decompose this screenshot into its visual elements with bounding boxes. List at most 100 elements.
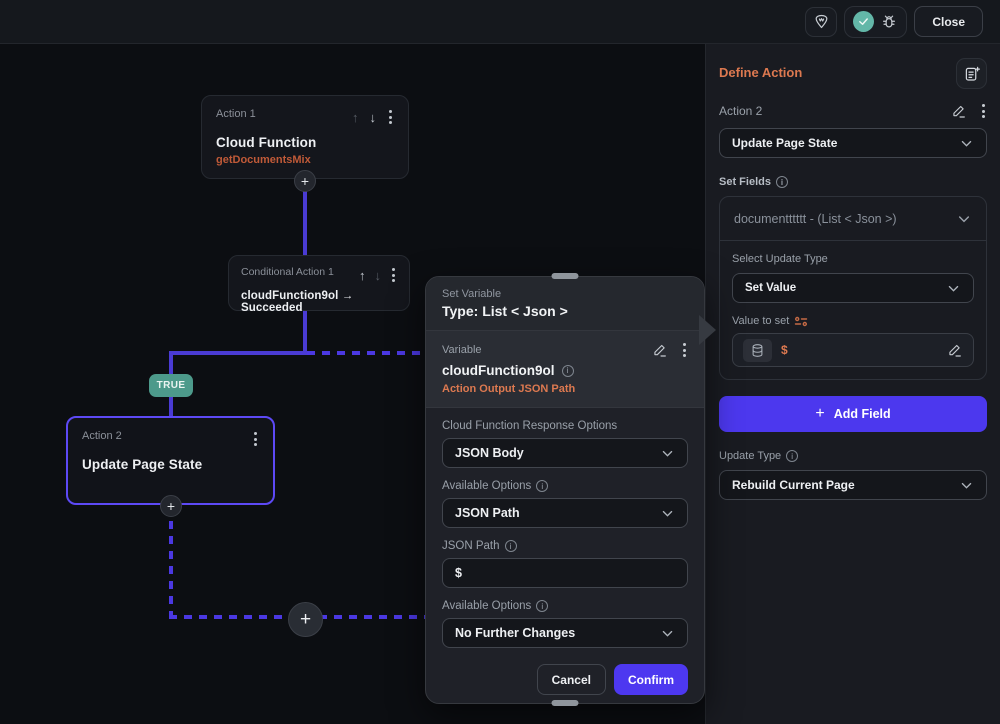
add-action-button[interactable]: + bbox=[160, 495, 182, 517]
select-update-type-label: Select Update Type bbox=[732, 253, 828, 265]
dropdown-value: Update Page State bbox=[732, 136, 838, 150]
variable-name: cloudFunction9ol bbox=[442, 363, 555, 378]
node-subtitle: getDocumentsMix bbox=[216, 154, 311, 166]
dropdown-value: JSON Path bbox=[455, 506, 520, 520]
field-select-dropdown[interactable]: documentttttt - (List < Json >) bbox=[720, 197, 986, 241]
connector-solid bbox=[303, 311, 307, 355]
info-icon[interactable] bbox=[775, 176, 788, 188]
node-label: Action 1 bbox=[216, 108, 256, 120]
page-update-dropdown[interactable]: Rebuild Current Page bbox=[719, 470, 987, 500]
node-action-1[interactable]: Action 1 ↑ ↓ Cloud Function getDocuments… bbox=[201, 95, 409, 179]
kebab-menu-icon[interactable] bbox=[980, 102, 987, 120]
value-to-set-label: Value to set bbox=[732, 315, 974, 327]
node-action-2[interactable]: Action 2 Update Page State bbox=[66, 416, 275, 505]
chevron-down-icon bbox=[660, 626, 675, 641]
close-button[interactable]: Close bbox=[914, 6, 983, 37]
debug-bug-icon[interactable] bbox=[880, 13, 898, 31]
dropdown-value: JSON Body bbox=[455, 446, 524, 460]
further-changes-dropdown[interactable]: No Further Changes bbox=[442, 618, 688, 648]
copy-actions-button[interactable] bbox=[956, 58, 987, 89]
connector-solid bbox=[303, 181, 307, 257]
move-up-icon[interactable]: ↑ bbox=[359, 267, 366, 283]
available-options-label: Available Options bbox=[442, 600, 688, 612]
plus-icon: + bbox=[300, 173, 310, 189]
set-variable-dialog: Set Variable Type: List < Json > Variabl… bbox=[425, 273, 705, 706]
dropdown-value: Set Value bbox=[745, 282, 797, 294]
info-icon[interactable] bbox=[561, 364, 574, 377]
node-title: cloudFunction9ol → Succeeded bbox=[241, 290, 354, 314]
dialog-header[interactable]: Set Variable Type: List < Json > bbox=[426, 277, 704, 331]
response-options-dropdown[interactable]: JSON Body bbox=[442, 438, 688, 468]
available-options-label: Available Options bbox=[442, 480, 688, 492]
node-conditional-action-1[interactable]: Conditional Action 1 ↑ ↓ cloudFunction9o… bbox=[228, 255, 410, 314]
kebab-menu-icon[interactable] bbox=[681, 341, 688, 359]
add-field-button[interactable]: + Add Field bbox=[719, 396, 987, 432]
kebab-menu-icon[interactable] bbox=[387, 108, 394, 126]
dialog-eyebrow: Set Variable bbox=[442, 288, 502, 300]
chevron-down-icon bbox=[959, 136, 974, 151]
node-label: Action 2 bbox=[82, 430, 122, 442]
dropdown-value: documentttttt - (List < Json >) bbox=[734, 211, 897, 226]
add-action-button-large[interactable]: + bbox=[288, 602, 323, 637]
kebab-menu-icon[interactable] bbox=[390, 266, 397, 284]
set-fields-label: Set Fields bbox=[719, 176, 987, 188]
set-fields-box: documentttttt - (List < Json >) Select U… bbox=[719, 196, 987, 380]
sliders-icon[interactable] bbox=[794, 316, 808, 327]
value-to-set-field[interactable]: $ bbox=[732, 333, 974, 367]
database-icon bbox=[743, 338, 772, 362]
drag-handle-top[interactable] bbox=[551, 273, 579, 279]
edit-pencil-icon[interactable] bbox=[947, 342, 963, 358]
chevron-down-icon bbox=[946, 281, 961, 296]
top-bar: Close bbox=[0, 0, 1000, 44]
plus-icon: + bbox=[815, 405, 825, 422]
update-type-dropdown[interactable]: Set Value bbox=[732, 273, 974, 303]
info-icon[interactable] bbox=[504, 540, 517, 552]
dialog-title: Type: List < Json > bbox=[442, 303, 568, 319]
check-status-icon[interactable] bbox=[853, 11, 875, 32]
chevron-down-icon bbox=[660, 506, 675, 521]
connector-solid bbox=[169, 351, 307, 355]
variable-source: Action Output JSON Path bbox=[442, 383, 576, 395]
json-path-label: JSON Path bbox=[442, 540, 688, 552]
plus-icon: + bbox=[299, 608, 312, 630]
info-icon[interactable] bbox=[786, 450, 799, 462]
action-name-label: Action 2 bbox=[719, 104, 763, 118]
add-action-button[interactable]: + bbox=[294, 170, 316, 192]
available-options-dropdown[interactable]: JSON Path bbox=[442, 498, 688, 528]
true-branch-badge: TRUE bbox=[149, 374, 193, 397]
plus-icon: + bbox=[166, 498, 176, 514]
json-path-input[interactable] bbox=[442, 558, 688, 588]
add-field-label: Add Field bbox=[833, 407, 891, 421]
variable-label: Variable bbox=[442, 344, 482, 356]
pick-zigzag-icon bbox=[813, 13, 830, 30]
cancel-button[interactable]: Cancel bbox=[536, 664, 606, 695]
info-icon[interactable] bbox=[536, 480, 549, 492]
chevron-down-icon bbox=[956, 211, 972, 227]
confirm-button[interactable]: Confirm bbox=[614, 664, 688, 695]
variable-section: Variable cloudFunction9ol Action Output … bbox=[426, 331, 704, 408]
define-action-panel: Define Action Action 2 bbox=[705, 44, 1000, 724]
dropdown-value: Rebuild Current Page bbox=[732, 478, 855, 492]
node-label: Conditional Action 1 bbox=[241, 266, 334, 278]
document-plus-icon bbox=[963, 65, 981, 83]
assistant-button[interactable] bbox=[805, 6, 838, 37]
value-text: $ bbox=[781, 343, 788, 357]
connector-dashed bbox=[307, 351, 425, 355]
callout-arrow bbox=[699, 315, 716, 345]
update-type-label: Update Type bbox=[719, 450, 987, 462]
chevron-down-icon bbox=[660, 446, 675, 461]
move-down-icon[interactable]: ↓ bbox=[369, 109, 377, 125]
move-down-icon[interactable]: ↓ bbox=[374, 267, 382, 283]
action-type-dropdown[interactable]: Update Page State bbox=[719, 128, 987, 158]
edit-pencil-icon[interactable] bbox=[951, 103, 967, 119]
chevron-down-icon bbox=[959, 478, 974, 493]
edit-pencil-icon[interactable] bbox=[652, 342, 668, 358]
kebab-menu-icon[interactable] bbox=[252, 430, 259, 448]
dropdown-value: No Further Changes bbox=[455, 626, 576, 640]
connector-dashed bbox=[169, 506, 173, 619]
info-icon[interactable] bbox=[536, 600, 549, 612]
move-up-icon[interactable]: ↑ bbox=[352, 109, 359, 125]
drag-handle-bottom[interactable] bbox=[551, 700, 579, 706]
panel-title: Define Action bbox=[719, 65, 803, 80]
node-title: Cloud Function bbox=[216, 135, 317, 150]
